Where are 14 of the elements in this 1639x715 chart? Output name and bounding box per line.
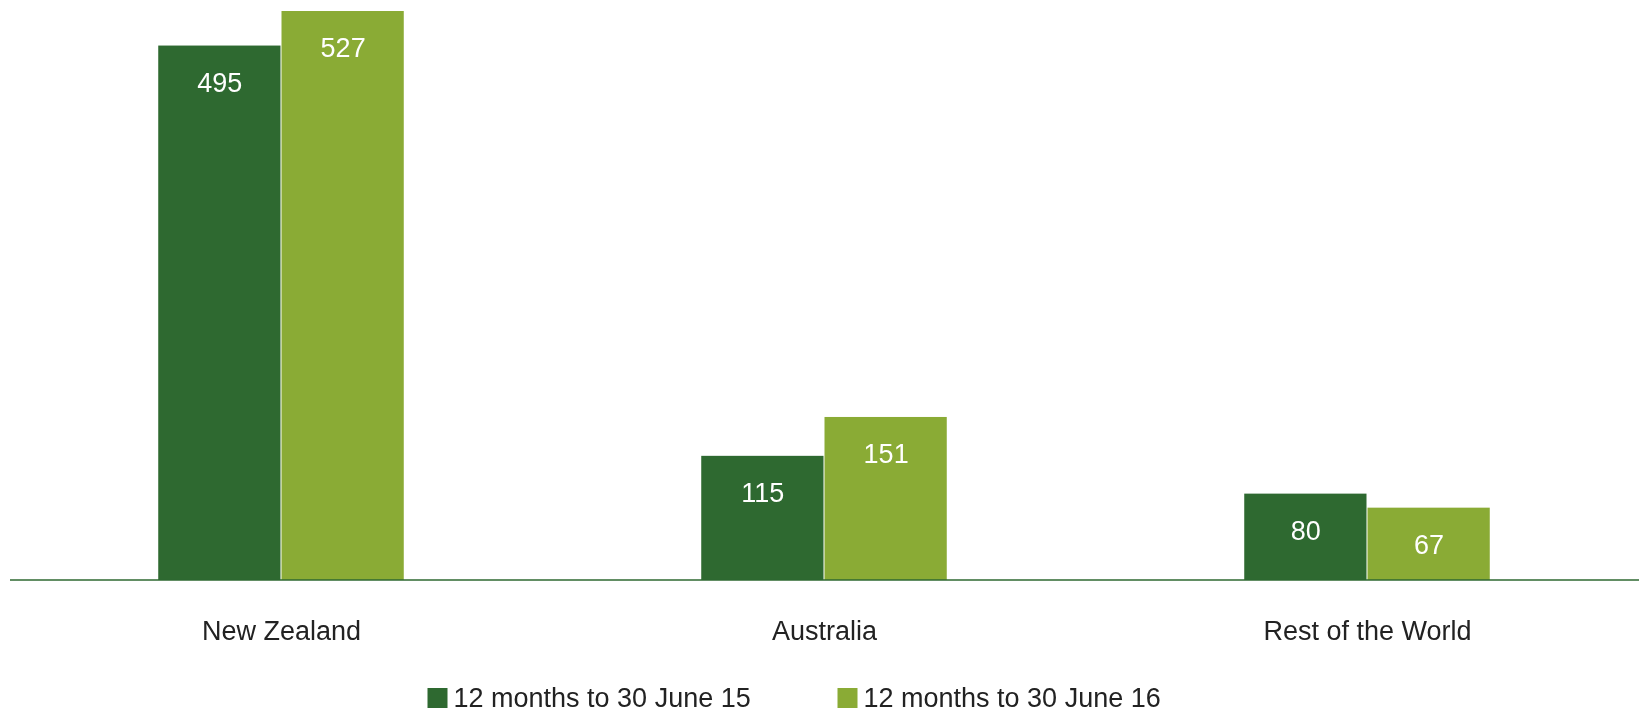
- data-label: 495: [197, 67, 243, 98]
- bar: [281, 11, 404, 580]
- data-label: 67: [1414, 529, 1445, 560]
- data-label: 80: [1290, 515, 1321, 546]
- data-label: 151: [863, 438, 909, 469]
- x-tick-label: Rest of the World: [1263, 616, 1472, 646]
- x-tick-label: New Zealand: [201, 616, 362, 646]
- bar: [1367, 507, 1490, 580]
- bar: [824, 416, 947, 580]
- legend-label: 12 months to 30 June 16: [863, 683, 1161, 713]
- x-tick-label: Australia: [771, 616, 879, 646]
- legend-label: 12 months to 30 June 15: [453, 683, 751, 713]
- data-label: 115: [741, 477, 785, 508]
- data-label: 527: [320, 33, 366, 63]
